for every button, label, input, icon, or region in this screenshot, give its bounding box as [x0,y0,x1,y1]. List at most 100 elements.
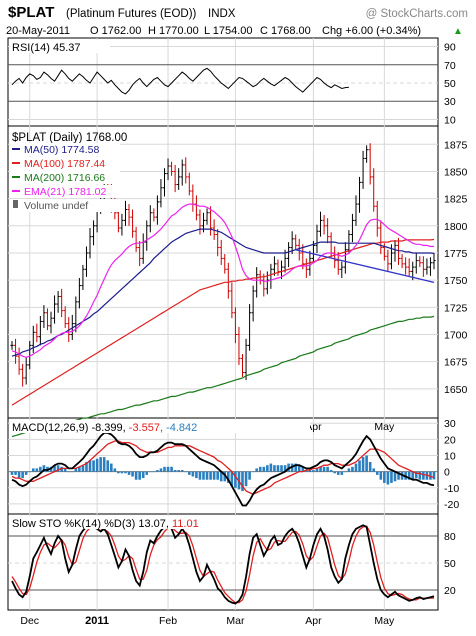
macd-histogram-bar [297,465,301,472]
macd-histogram-bar [319,466,322,472]
x-axis-label: May [374,615,395,627]
sto-layer [11,524,435,605]
macd-histogram-bar [248,471,251,480]
macd-histogram-bar [312,470,315,472]
macd-histogram-bar [24,471,28,475]
change-up-icon: ▲ [453,26,463,37]
rsi-layer [11,67,349,95]
macd-histogram-bar [393,471,397,482]
macd-histogram-bar [177,470,180,472]
macd-histogram-bar [354,463,358,472]
macd-histogram-bar [92,460,95,472]
macd-histogram-bar [212,471,216,480]
macd-histogram-bar [205,471,209,480]
macd-histogram-bar [28,471,32,473]
legend-bg [10,185,120,198]
legend-entry: MA(100) 1787.44 [24,158,105,170]
macd-histogram-bar [241,471,244,492]
macd-histogram-bar [70,471,74,473]
macd-histogram-bar [258,466,262,472]
macd-histogram-bar [109,463,113,472]
rsi-tick-label: 10 [444,114,456,126]
macd-histogram-bar [390,471,393,483]
price-tick-label: 1850 [444,166,468,178]
price-tick-label: 1775 [444,248,468,260]
macd-histogram-bar [99,457,102,472]
price-tick-label: 1875 [444,139,468,151]
macd-histogram-bar [273,465,276,472]
macd-label-bg [10,420,310,433]
macd-histogram-bar [35,468,39,472]
macd-histogram-bar [223,471,227,482]
legend-entry: EMA(21) 1781.02 [24,186,106,198]
price-tick-label: 1725 [444,302,468,314]
macd-histogram-bar [78,466,81,472]
macd-histogram-bar [344,471,347,473]
support-trendline [295,249,435,283]
macd-histogram-bar [209,471,212,480]
sto-tick-label: 80 [444,531,456,543]
quote-open: O 1762.00 [90,25,141,37]
macd-histogram-bar [280,465,283,472]
macd-histogram-bar [170,466,173,472]
x-axis-label: Apr [305,615,322,627]
legend-entry: Volume undef [24,200,88,212]
rsi-line [11,67,349,95]
macd-histogram-bar [149,471,152,473]
macd-histogram-bar [216,471,219,480]
macd-histogram-bar [276,465,280,472]
macd-histogram-bar [262,466,266,472]
macd-histogram-bar [60,466,63,472]
macd-histogram-bar [429,471,432,480]
macd-histogram-bar [383,471,386,483]
macd-label: MACD(12,26,9) -8.399, -3.557, -4.842 [12,422,197,434]
macd-histogram-bar [418,471,422,480]
rsi-tick-label: 30 [444,96,456,108]
stockcharts-watermark: @ StockCharts.com [366,8,468,20]
sto-tick-label: 50 [444,558,456,570]
macd-label-signal: -3.557, [126,422,163,434]
macd-histogram-bar [329,470,333,472]
rsi-tick-label: 70 [444,60,456,72]
sto-label-d: 11.01 [169,518,199,530]
macd-histogram-bar [202,471,205,480]
macd-histogram-bar [305,470,308,472]
macd-histogram-bar [156,470,159,472]
price-label: $PLAT (Daily) 1768.00 [12,132,127,144]
macd-histogram-bar [372,468,376,472]
price-legend: MA(50) 1774.58 MA(100) 1787.44 MA(200) 171… [10,143,120,212]
macd-histogram-bar [95,458,99,472]
macd-label-value: MACD(12,26,9) -8.399, [12,422,126,434]
quote-date: 20-May-2011 [6,25,70,37]
legend-bg [10,157,120,170]
sto-label-bg [10,516,270,529]
macd-histogram-bar [255,468,258,472]
macd-layer [10,431,436,507]
macd-histogram-bar [106,460,110,472]
ma200-line [11,315,435,438]
price-tick-label: 1750 [444,275,468,287]
quote-change: Chg +6.00 (+0.34%) [322,25,421,37]
macd-histogram-bar [294,463,297,472]
macd-tick-label: -10 [444,483,459,495]
macd-histogram-bar [336,471,340,475]
macd-histogram-bar [188,471,191,475]
macd-histogram-bar [397,471,400,480]
macd-histogram-bar [53,465,56,472]
macd-histogram-bar [166,466,170,472]
macd-histogram-bar [141,471,145,479]
macd-histogram-bar [31,468,35,472]
macd-histogram-bar [333,471,337,474]
macd-histogram-bar [42,465,46,472]
price-tick-label: 1825 [444,194,468,206]
macd-histogram-bar [56,465,60,472]
legend-entry: MA(50) 1774.58 [24,144,99,156]
macd-signal-line [11,440,435,495]
x-axis-label: May [374,421,395,433]
macd-histogram-bar [10,471,14,475]
macd-histogram-bar [63,468,67,472]
macd-histogram-bar [74,468,78,472]
macd-histogram-bar [195,471,198,479]
rsi-label-bg [10,40,110,53]
macd-histogram-bar [347,468,351,472]
